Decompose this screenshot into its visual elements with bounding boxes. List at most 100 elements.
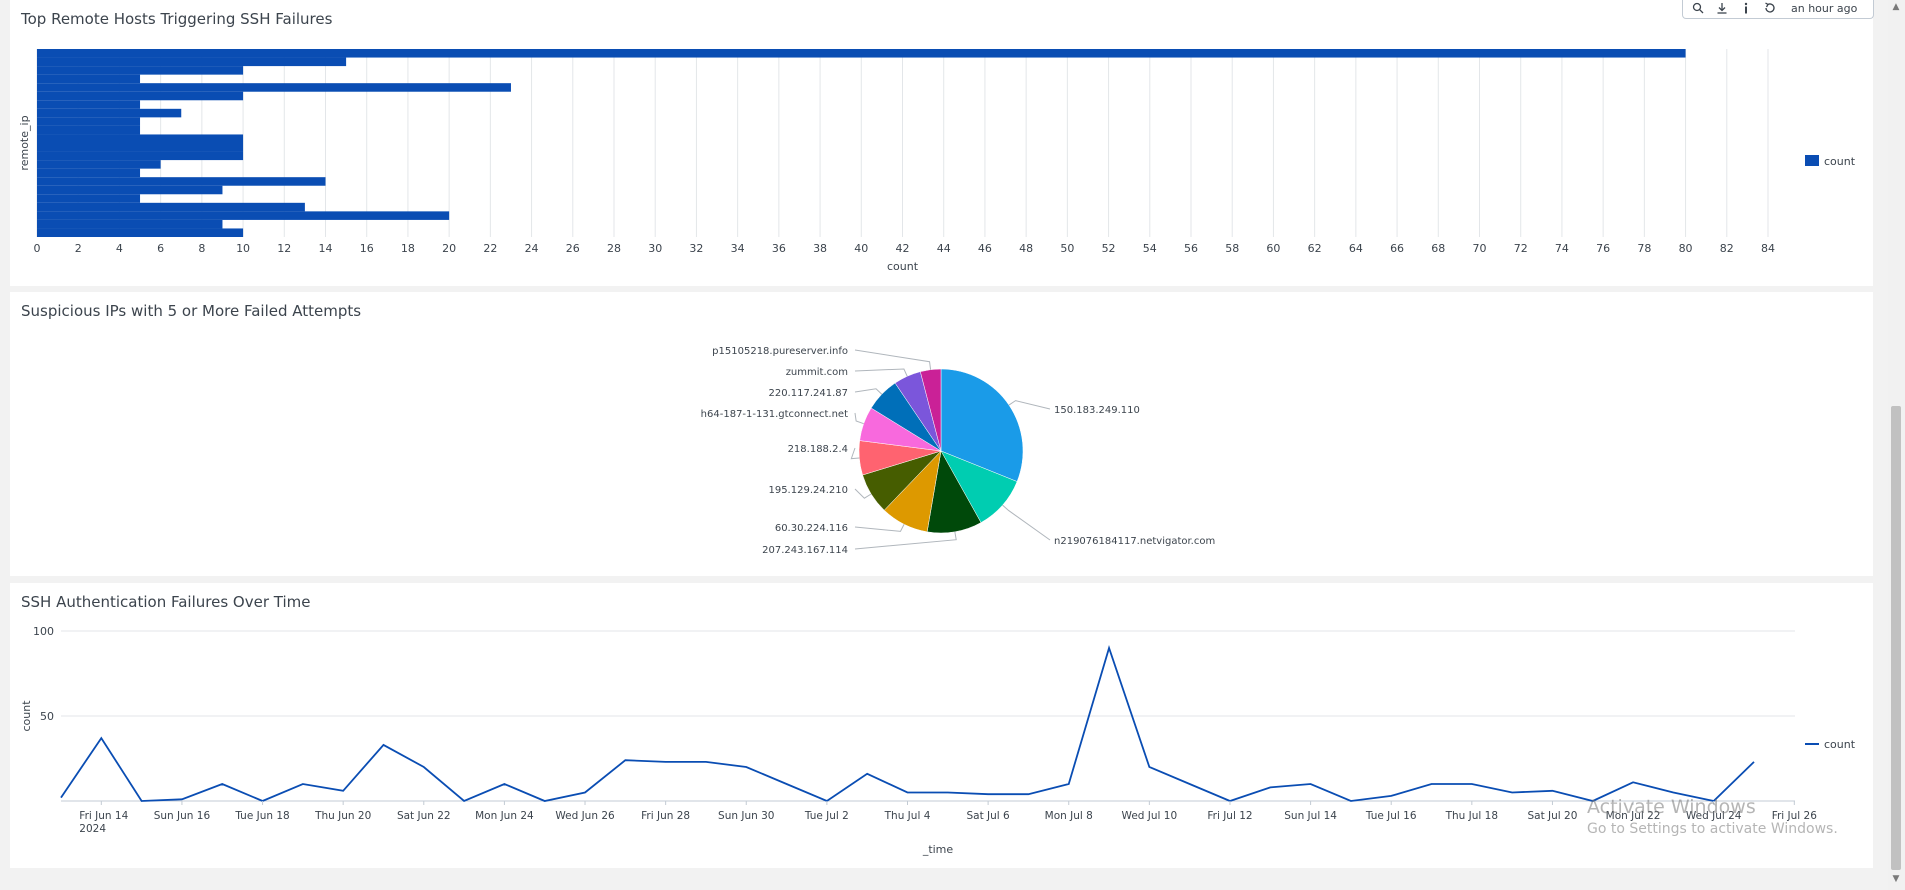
x-tick-label: 68 [1431, 242, 1445, 255]
x-tick-label: 70 [1473, 242, 1487, 255]
x-tick-label: 26 [566, 242, 580, 255]
x-tick-label: 2 [75, 242, 82, 255]
line-chart-title: SSH Authentication Failures Over Time [21, 593, 311, 611]
pie-chart-panel: Suspicious IPs with 5 or More Failed Att… [10, 292, 1873, 576]
last-updated-text: an hour ago [1791, 1, 1858, 15]
line-chart-panel: SSH Authentication Failures Over Time 50… [10, 583, 1873, 868]
bar-chart: 0 2 4 6 8 10 12 14 16 18 20 22 24 26 28 30 32 34 36 38 40 42 4… [18, 49, 1856, 273]
search-icon[interactable] [1689, 0, 1707, 16]
pie-leader-line [854, 412, 864, 425]
x-tick-label: Mon Jun 24 [475, 810, 534, 822]
x-tick-label: Tue Jul 2 [804, 810, 849, 822]
bar [37, 49, 1686, 58]
bar [37, 117, 141, 126]
x-tick-label: Thu Jul 4 [884, 810, 931, 822]
panel-toolbar: an hour ago [1682, 0, 1874, 19]
x-tick-label: 6 [157, 242, 164, 255]
x-tick-label: Thu Jul 18 [1445, 810, 1498, 822]
pie-slice [920, 368, 942, 452]
bar [37, 125, 141, 135]
y-axis-label: count [20, 700, 33, 732]
bar [37, 66, 244, 75]
x-tick-label: 56 [1184, 242, 1198, 255]
pie-label: zummit.com [786, 367, 848, 378]
x-tick-label: 42 [896, 242, 910, 255]
x-tick-label: 20 [442, 242, 456, 255]
x-tick-label: 72 [1514, 242, 1528, 255]
x-tick-label: Fri Jun 14 2024 [79, 810, 128, 835]
legend-label: count [1824, 155, 1856, 168]
x-tick-label: 40 [854, 242, 868, 255]
bar [37, 83, 511, 92]
pie-label: 60.30.224.116 [775, 523, 848, 534]
legend-swatch [1805, 155, 1819, 166]
series-line [60, 645, 1755, 803]
pie-label: 195.129.24.210 [768, 485, 848, 496]
pie-label: 207.243.167.114 [762, 545, 848, 556]
x-tick-label: 52 [1102, 242, 1116, 255]
bar [37, 134, 244, 143]
x-tick-label: 32 [689, 242, 703, 255]
bar [37, 228, 244, 237]
x-tick-label: 14 [319, 242, 333, 255]
pie-leader-line [854, 531, 957, 550]
x-tick-label: Sun Jun 30 [718, 810, 774, 822]
bar-chart-title: Top Remote Hosts Triggering SSH Failures [21, 10, 333, 28]
bar [37, 202, 305, 212]
x-tick-label: 46 [978, 242, 992, 255]
y-axis-label: remote_ip [18, 115, 31, 170]
x-tick-label: 16 [360, 242, 374, 255]
pie-label: n219076184117.netvigator.com [1054, 536, 1215, 547]
scrollbar-thumb[interactable] [1891, 406, 1901, 870]
y-tick-label: 50 [40, 710, 54, 723]
bar [37, 100, 141, 109]
pie-leader-line [854, 388, 883, 395]
bar-chart-panel: Top Remote Hosts Triggering SSH Failures… [10, 0, 1874, 286]
x-tick-label: 12 [277, 242, 291, 255]
x-tick-label: 84 [1761, 242, 1775, 255]
activation-watermark-title: Activate Windows [1587, 796, 1756, 818]
pie-leader-line [850, 447, 860, 460]
activation-watermark-subtitle: Go to Settings to activate Windows. [1587, 821, 1838, 837]
bar [37, 160, 161, 169]
x-tick-label: 0 [34, 242, 41, 255]
x-tick-label: Sat Jul 6 [966, 810, 1010, 822]
scroll-up-icon[interactable]: ▲ [1892, 2, 1900, 12]
x-axis-label: _time [922, 843, 954, 856]
bar [37, 185, 223, 195]
download-icon[interactable] [1713, 0, 1731, 16]
bar [37, 211, 450, 220]
y-tick-label: 100 [33, 625, 54, 638]
x-tick-label: 34 [731, 242, 745, 255]
x-tick-label: Wed Jun 26 [555, 810, 615, 822]
info-icon[interactable] [1737, 0, 1755, 16]
bar [37, 57, 347, 67]
bar [37, 219, 223, 229]
x-tick-label: 66 [1390, 242, 1404, 255]
x-tick-label: Tue Jun 18 [234, 810, 289, 822]
x-tick-label: Sun Jun 16 [154, 810, 211, 822]
pie-leader-line [1008, 400, 1051, 410]
x-tick-label: 18 [401, 242, 415, 255]
pie-chart: 150.183.249.110 n219076184117.netvigator.… [701, 346, 1216, 556]
vertical-scrollbar[interactable]: ▲ ▼ [1888, 0, 1905, 890]
pie-leader-line [854, 488, 872, 499]
scroll-down-icon[interactable]: ▼ [1892, 874, 1900, 884]
x-tick-label: 50 [1060, 242, 1074, 255]
x-tick-label: 54 [1143, 242, 1157, 255]
pie-leader-line [1002, 504, 1051, 541]
x-tick-label: Sat Jul 20 [1527, 810, 1577, 822]
x-tick-label: 64 [1349, 242, 1363, 255]
x-tick-label: 22 [483, 242, 497, 255]
refresh-icon[interactable] [1761, 0, 1779, 16]
x-tick-label: 74 [1555, 242, 1569, 255]
bar [37, 74, 141, 84]
x-tick-label: 28 [607, 242, 621, 255]
bar [37, 194, 141, 203]
x-tick-label: Sat Jun 22 [397, 810, 451, 822]
x-tick-label: 36 [772, 242, 786, 255]
x-tick-label: Wed Jul 24 [1686, 810, 1742, 822]
legend-label: count [1824, 738, 1856, 751]
x-tick-label: 38 [813, 242, 827, 255]
bar [37, 108, 182, 118]
